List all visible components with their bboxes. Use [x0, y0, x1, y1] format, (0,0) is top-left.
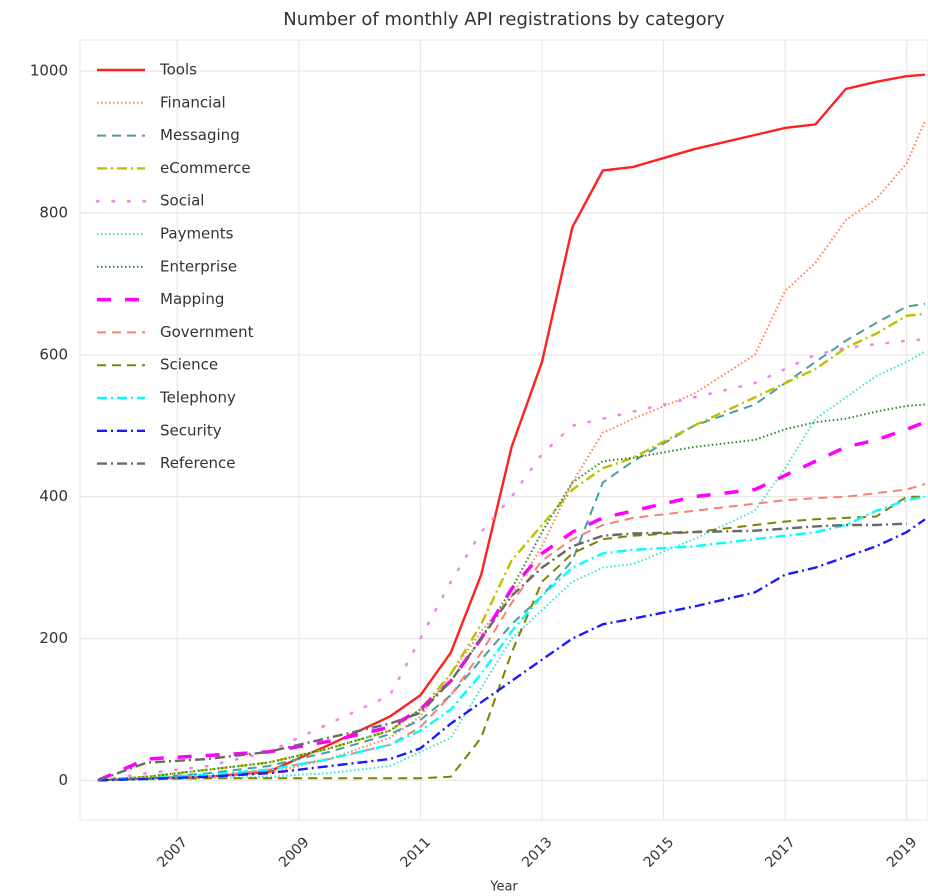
grid: 0 200 400 600 800 1000 2007 2009 2011 2013 2015 201…	[30, 40, 928, 871]
legend-label: Financial	[160, 93, 226, 111]
legend-label: Telephony	[159, 389, 236, 407]
x-axis-label: Year	[489, 880, 518, 895]
legend-label: Payments	[160, 225, 234, 243]
y-tick-label: 400	[39, 487, 68, 505]
series-line	[97, 420, 926, 782]
y-tick-label: 200	[39, 629, 68, 647]
x-tick-label: 2019	[884, 834, 921, 871]
x-tick-label: 2013	[519, 834, 556, 871]
y-tick-label: 800	[39, 204, 68, 222]
x-tick-label: 2009	[276, 834, 313, 871]
x-tick-label: 2017	[762, 834, 799, 871]
legend-label: Security	[160, 421, 222, 439]
plot-area	[79, 39, 928, 821]
legend-label: Enterprise	[160, 257, 237, 275]
legend-label: eCommerce	[160, 159, 251, 177]
legend-label: Mapping	[160, 290, 224, 308]
legend: Tools Financial Messaging eCommerce Social Pa…	[95, 61, 254, 472]
legend-label: Messaging	[160, 126, 240, 144]
series-line	[98, 302, 926, 782]
series-line	[98, 350, 926, 782]
x-tick-label: 2015	[641, 834, 678, 871]
chart-title: Number of monthly API registrations by c…	[283, 9, 725, 30]
series-line	[98, 518, 926, 782]
legend-label: Social	[160, 192, 204, 210]
x-tick-label: 2011	[398, 834, 435, 871]
x-tick-label: 2007	[154, 834, 191, 871]
legend-label: Reference	[160, 454, 236, 472]
y-tick-label: 1000	[30, 62, 68, 80]
legend-label: Government	[160, 323, 254, 341]
y-tick-label: 600	[39, 345, 68, 363]
lines	[96, 73, 927, 782]
series-line	[98, 495, 926, 782]
series-line	[98, 312, 926, 782]
legend-label: Science	[160, 356, 218, 374]
y-tick-label: 0	[58, 771, 68, 789]
legend-label: Tools	[159, 61, 197, 79]
series-line	[98, 495, 925, 782]
series-line	[97, 522, 907, 782]
